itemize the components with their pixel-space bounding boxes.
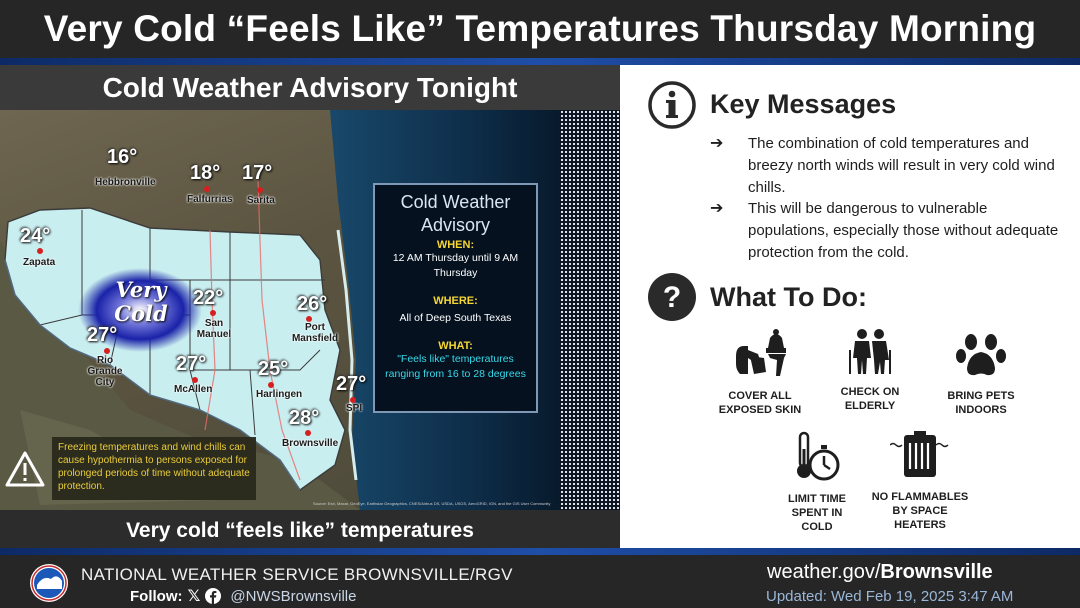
- rio-grande: [4, 259, 301, 491]
- temp-brownsville: 28°: [289, 407, 320, 429]
- temp-san-manuel: 22°: [193, 287, 224, 309]
- map-panel-header: Cold Weather Advisory Tonight: [0, 65, 620, 110]
- temp-zapata: 24°: [20, 225, 51, 247]
- action-bring-pets-label: BRING PETS INDOORS: [947, 390, 1015, 416]
- city-mcallen: McAllen: [174, 384, 213, 395]
- city-dot-zapata: [37, 248, 43, 254]
- advisory-info-box: Cold Weather Advisory WHEN: 12 AM Thursd…: [373, 183, 538, 413]
- bottom-stripe: [0, 548, 1080, 555]
- agency-name: NATIONAL WEATHER SERVICE BROWNSVILLE/RGV: [81, 565, 513, 584]
- temp-port-mansfield: 26°: [297, 293, 328, 315]
- city-dot-harlingen: [268, 382, 274, 388]
- nws-logo: [30, 564, 68, 602]
- key-message-1: ➔ The combination of cold temperatures a…: [710, 133, 1070, 199]
- advisory-heading: Cold Weather Advisory Tonight: [102, 71, 518, 103]
- map-panel: Cold Weather Advisory Tonight: [0, 65, 620, 552]
- site-bold: Brownsville: [880, 561, 993, 583]
- temp-harlingen: 25°: [258, 358, 289, 380]
- when-label: WHEN:: [436, 239, 475, 251]
- roads: [204, 179, 301, 481]
- barrier-island: [336, 229, 358, 481]
- action-no-flammables: NO FLAMMABLES BY SPACE HEATERS: [870, 431, 970, 532]
- temp-sarita: 17°: [242, 162, 273, 184]
- panel-divider: [620, 65, 640, 552]
- city-dot-rio-grande-city: [104, 348, 110, 354]
- very-cold-label: Very Cold: [114, 277, 168, 326]
- footer-bar: NATIONAL WEATHER SERVICE BROWNSVILLE/RGV…: [0, 555, 1080, 608]
- info-icon: [648, 81, 696, 129]
- key-message-text: The combination of cold temperatures and…: [748, 135, 1055, 196]
- key-message-text: This will be dangerous to vulnerable pop…: [748, 200, 1059, 261]
- city-harlingen: Harlingen: [256, 389, 303, 400]
- action-bring-pets: BRING PETS INDOORS: [936, 328, 1026, 417]
- coast-stipple: [560, 110, 620, 510]
- when-text: 12 AM Thursday until 9 AM Thursday: [392, 252, 519, 279]
- warning-triangle-icon: [5, 451, 45, 487]
- page-title: Very Cold “Feels Like” Temperatures Thur…: [43, 8, 1037, 49]
- website-link[interactable]: weather.gov/Brownsville: [767, 561, 993, 584]
- key-messages-heading: Key Messages: [710, 89, 897, 119]
- x-icon[interactable]: 𝕏: [187, 588, 201, 605]
- temp-rio-grande-city: 27°: [87, 324, 118, 346]
- arrow-icon: ➔: [710, 135, 724, 152]
- map: Very Cold 16° Hebbronville 18° Falfurria…: [0, 110, 560, 510]
- space-heater-icon: [889, 431, 949, 477]
- city-dot-mcallen: [192, 377, 198, 383]
- action-limit-time: LIMIT TIME SPENT IN COLD: [777, 431, 857, 534]
- action-no-flammables-label: NO FLAMMABLES BY SPACE HEATERS: [871, 491, 969, 531]
- temp-spi: 27°: [336, 373, 367, 395]
- title-bar: Very Cold “Feels Like” Temperatures Thur…: [0, 0, 1080, 58]
- city-dot-spi: [350, 397, 356, 403]
- city-brownsville: Brownsville: [282, 438, 339, 449]
- temp-mcallen: 27°: [176, 353, 207, 375]
- site-prefix: weather.gov/: [767, 561, 881, 583]
- action-limit-time-label: LIMIT TIME SPENT IN COLD: [787, 493, 847, 533]
- social-follow: Follow: 𝕏 @NWSBrownsville: [130, 586, 356, 606]
- temp-falfurrias: 18°: [190, 162, 221, 184]
- key-message-2: ➔ This will be dangerous to vulnerable p…: [710, 198, 1070, 264]
- action-cover-skin: COVER ALL EXPOSED SKIN: [710, 328, 810, 417]
- what-text: "Feels like" temperatures ranging from 1…: [385, 353, 526, 380]
- city-hebbronville: Hebbronville: [95, 177, 156, 188]
- city-dot-port-mansfield: [306, 316, 312, 322]
- where-text: All of Deep South Texas: [399, 312, 512, 324]
- hypothermia-warning: Freezing temperatures and wind chills ca…: [52, 437, 256, 500]
- city-rio-grande-city: Rio Grande City: [87, 355, 123, 388]
- action-cover-skin-label: COVER ALL EXPOSED SKIN: [718, 390, 802, 416]
- city-dot-san-manuel: [210, 310, 216, 316]
- social-handle[interactable]: @NWSBrownsville: [230, 587, 357, 605]
- action-check-elderly-label: CHECK ON ELDERLY: [840, 386, 900, 412]
- where-label: WHERE:: [433, 295, 478, 307]
- svg-text:?: ?: [663, 281, 681, 314]
- action-check-elderly: CHECK ON ELDERLY: [830, 328, 910, 413]
- city-spi: SPI: [346, 403, 363, 414]
- city-san-manuel: San Manuel: [196, 318, 232, 340]
- map-panel-footer: Very cold “feels like” temperatures: [0, 510, 620, 552]
- arrow-icon: ➔: [710, 200, 724, 217]
- thermometer-stopwatch-icon: [797, 431, 840, 481]
- info-panel: Key Messages ➔ The combination of cold t…: [620, 65, 1080, 552]
- paw-icon: [956, 334, 1006, 376]
- follow-label: Follow:: [130, 587, 183, 605]
- title-stripe: [0, 58, 1080, 65]
- advisory-box-title: Cold Weather Advisory: [400, 192, 511, 235]
- city-dot-falfurrias: [204, 186, 210, 192]
- updated-timestamp: Updated: Wed Feb 19, 2025 3:47 AM: [766, 588, 1014, 605]
- facebook-icon[interactable]: [205, 588, 222, 604]
- city-port-mansfield: Port Mansfield: [291, 322, 339, 344]
- what-to-do-heading: What To Do:: [710, 282, 867, 312]
- city-dot-sarita: [257, 187, 263, 193]
- elderly-icon: [849, 329, 891, 374]
- winter-clothing-icon: [736, 329, 786, 376]
- feels-like-caption: Very cold “feels like” temperatures: [126, 519, 474, 542]
- map-credit: Source: Esri, Maxar, GeoEye, Earthstar G…: [313, 501, 551, 506]
- question-icon: ?: [648, 273, 696, 321]
- city-dot-brownsville: [305, 430, 311, 436]
- very-cold-area: [78, 268, 202, 352]
- what-label: WHAT:: [438, 340, 473, 352]
- city-falfurrias: Falfurrias: [187, 194, 233, 205]
- city-zapata: Zapata: [23, 257, 56, 268]
- temp-hebbronville: 16°: [107, 146, 138, 168]
- city-sarita: Sarita: [247, 195, 275, 206]
